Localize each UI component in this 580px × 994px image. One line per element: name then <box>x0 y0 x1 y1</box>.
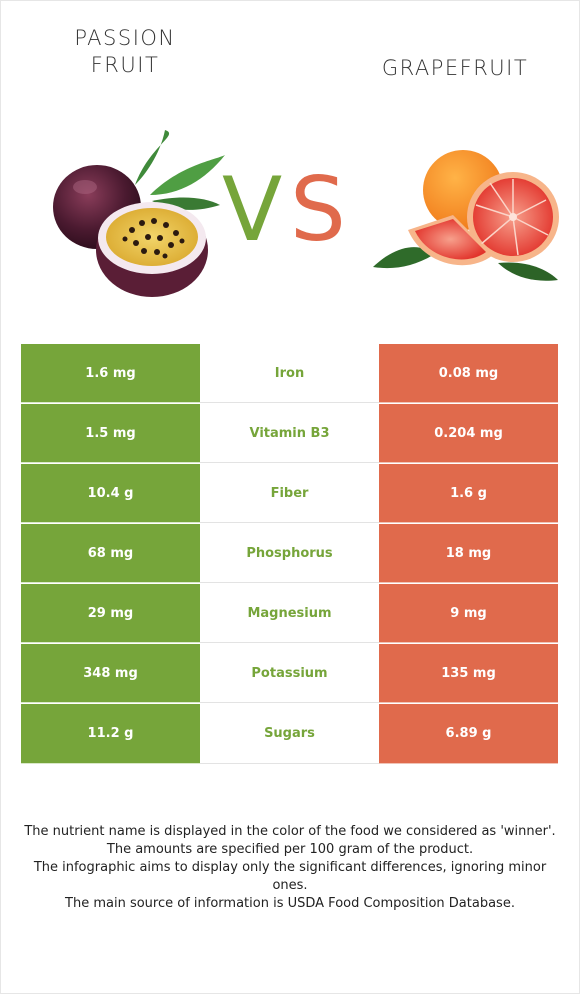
nutrient-name-sugars: Sugars <box>200 704 379 764</box>
left-food-title: PASSION FRUIT <box>74 26 176 77</box>
left-value-phosphorus: 68 mg <box>21 524 200 583</box>
left-value-sugars: 11.2 g <box>21 704 200 764</box>
right-value-iron: 0.08 mg <box>379 344 558 403</box>
footnote-line-amounts: The amounts are specified per 100 gram o… <box>106 842 474 857</box>
table-row: 10.4 g Fiber 1.6 g <box>21 464 558 524</box>
nutrient-comparison-table: 1.6 mg Iron 0.08 mg 1.5 mg Vitamin B3 0.… <box>21 344 558 764</box>
right-value-vitamin-b3: 0.204 mg <box>379 404 558 463</box>
table-row: 348 mg Potassium 135 mg <box>21 644 558 704</box>
right-value-magnesium: 9 mg <box>379 584 558 643</box>
nutrient-name-iron: Iron <box>200 344 379 403</box>
left-value-potassium: 348 mg <box>21 644 200 703</box>
footnote: The nutrient name is displayed in the co… <box>18 823 562 913</box>
table-row: 11.2 g Sugars 6.89 g <box>21 704 558 764</box>
vs-letter-v: V <box>222 158 283 261</box>
nutrient-name-vitamin-b3: Vitamin B3 <box>200 404 379 463</box>
passion-fruit-image <box>53 130 225 297</box>
left-value-iron: 1.6 mg <box>21 344 200 403</box>
nutrient-name-fiber: Fiber <box>200 464 379 523</box>
footnote-line-source: The main source of information is USDA F… <box>65 896 515 911</box>
left-value-fiber: 10.4 g <box>21 464 200 523</box>
vs-letter-s: S <box>290 158 346 261</box>
table-row: 68 mg Phosphorus 18 mg <box>21 524 558 584</box>
table-row: 29 mg Magnesium 9 mg <box>21 584 558 644</box>
right-value-fiber: 1.6 g <box>379 464 558 523</box>
nutrient-name-phosphorus: Phosphorus <box>200 524 379 583</box>
right-value-sugars: 6.89 g <box>379 704 558 764</box>
nutrient-name-potassium: Potassium <box>200 644 379 703</box>
right-value-potassium: 135 mg <box>379 644 558 703</box>
right-food-title: GRAPEFRUIT <box>381 56 529 80</box>
right-value-phosphorus: 18 mg <box>379 524 558 583</box>
nutrient-name-magnesium: Magnesium <box>200 584 379 643</box>
left-value-vitamin-b3: 1.5 mg <box>21 404 200 463</box>
footnote-line-winner: The nutrient name is displayed in the co… <box>24 824 556 839</box>
table-row: 1.6 mg Iron 0.08 mg <box>21 344 558 404</box>
grapefruit-image <box>373 150 559 281</box>
footnote-line-aims: The infographic aims to display only the… <box>33 860 547 893</box>
left-value-magnesium: 29 mg <box>21 584 200 643</box>
table-row: 1.5 mg Vitamin B3 0.204 mg <box>21 404 558 464</box>
